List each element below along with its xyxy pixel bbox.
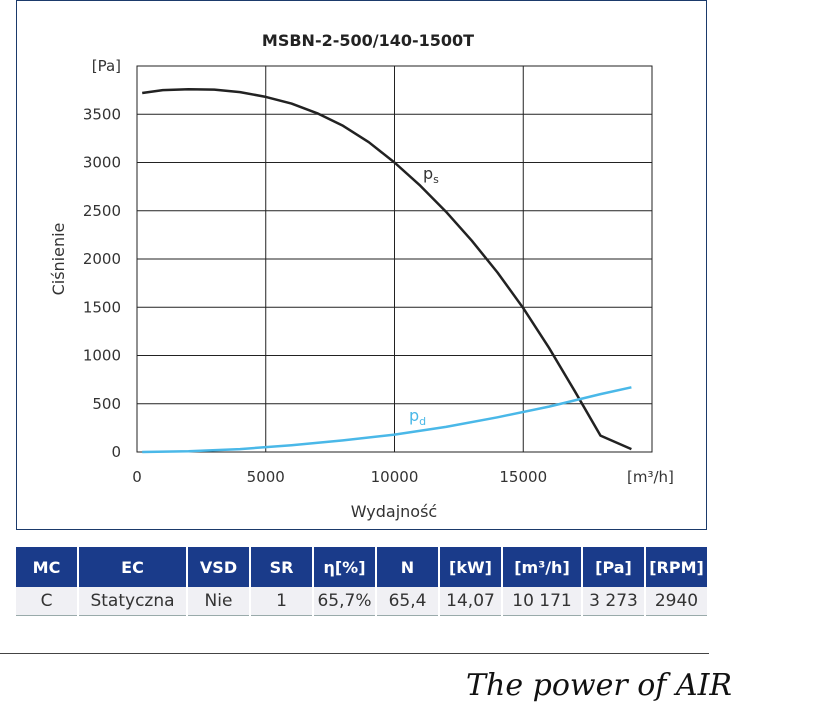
table-row: C Statyczna Nie 1 65,7% 65,4 14,07 10 171 3 273 2… (16, 587, 707, 616)
x-tick-label: 0 (132, 468, 142, 486)
table-cell: 65,4 (377, 587, 438, 616)
y-tick-label: 3000 (83, 154, 121, 172)
chart-title: MSBN-2-500/140-1500T (262, 31, 474, 50)
y-tick-label: 1000 (83, 347, 121, 365)
table-cell: Statyczna (79, 587, 186, 616)
table-cell: C (16, 587, 77, 616)
curve-label-pd: pd (409, 406, 426, 428)
table-header-cell: η[%] (314, 547, 375, 587)
table-cell: 65,7% (314, 587, 375, 616)
y-tick-label: 500 (92, 395, 121, 413)
brand-tagline: The power of AIR (466, 668, 733, 703)
y-tick-label: 2500 (83, 202, 121, 220)
table-header-cell: SR (251, 547, 312, 587)
x-axis-title: Wydajność (351, 502, 437, 521)
curve-ps (142, 87, 632, 451)
y-tick-label: 3500 (83, 105, 121, 123)
y-tick-label: 0 (111, 443, 121, 461)
y-tick-label: 1500 (83, 298, 121, 316)
y-tick-label: 2000 (83, 250, 121, 268)
curve-pd (142, 386, 632, 454)
x-tick-label: 15000 (499, 468, 547, 486)
table-cell: 1 (251, 587, 312, 616)
chart-frame: 0 5000 10000 15000 0 500 1000 1500 2000 2500 3000 3… (16, 0, 707, 530)
table-header-cell: [kW] (440, 547, 501, 587)
table-cell: 3 273 (583, 587, 644, 616)
y-unit-label: [Pa] (92, 57, 121, 75)
spec-table: MC EC VSD SR η[%] N [kW] [m³/h] [Pa] [RPM] C Staty… (14, 547, 709, 616)
table-header-cell: EC (79, 547, 186, 587)
y-axis-title: Ciśnienie (49, 223, 68, 296)
table-header-cell: MC (16, 547, 77, 587)
table-cell: 2940 (646, 587, 707, 616)
table-header-row: MC EC VSD SR η[%] N [kW] [m³/h] [Pa] [RPM] (16, 547, 707, 587)
table-header-cell: VSD (188, 547, 249, 587)
table-header-cell: [Pa] (583, 547, 644, 587)
table-header-cell: N (377, 547, 438, 587)
table-cell: 10 171 (503, 587, 581, 616)
footer-divider (0, 653, 709, 654)
x-tick-label: 5000 (247, 468, 285, 486)
x-tick-label: 10000 (371, 468, 419, 486)
performance-chart: 0 5000 10000 15000 0 500 1000 1500 2000 2500 3000 3… (49, 31, 674, 521)
table-cell: 14,07 (440, 587, 501, 616)
curve-label-ps: ps (423, 164, 439, 186)
x-unit-label: [m³/h] (627, 468, 674, 486)
table-header-cell: [RPM] (646, 547, 707, 587)
table-cell: Nie (188, 587, 249, 616)
table-header-cell: [m³/h] (503, 547, 581, 587)
